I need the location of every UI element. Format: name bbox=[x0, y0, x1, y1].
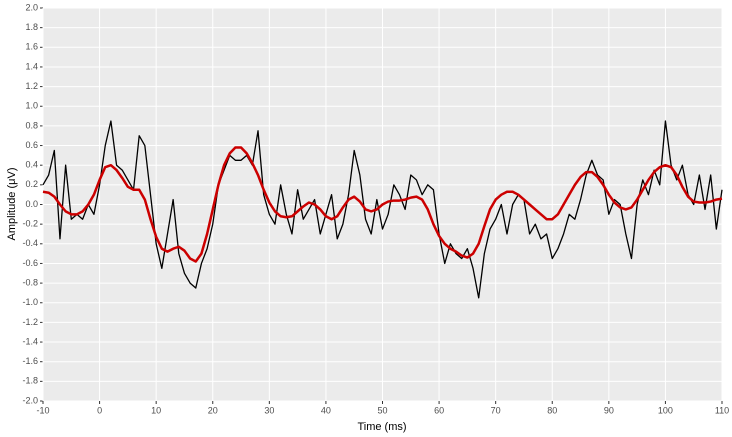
x-tick-label: 80 bbox=[547, 405, 557, 415]
y-tick-label: -0.2 bbox=[22, 219, 38, 229]
x-tick-label: 60 bbox=[434, 405, 444, 415]
y-tick-label: 0.8 bbox=[25, 120, 38, 130]
x-tick-label: 30 bbox=[264, 405, 274, 415]
x-tick-label: 10 bbox=[151, 405, 161, 415]
y-tick-label: -1.0 bbox=[22, 297, 38, 307]
x-tick-label: 40 bbox=[321, 405, 331, 415]
y-tick-label: -0.4 bbox=[22, 238, 38, 248]
y-tick-label: 1.8 bbox=[25, 22, 38, 32]
y-axis-title: Amplitude (μV) bbox=[6, 168, 18, 241]
line bbox=[42, 120, 723, 299]
y-tick-label: 0.6 bbox=[25, 140, 38, 150]
line bbox=[42, 146, 723, 263]
y-tick-label: 1.0 bbox=[25, 101, 38, 111]
x-tick-label: -10 bbox=[36, 405, 49, 415]
y-tick-label: -1.4 bbox=[22, 336, 38, 346]
x-tick-label: 110 bbox=[715, 405, 729, 415]
y-tick-label: 0.0 bbox=[25, 199, 38, 209]
y-tick-label: 0.2 bbox=[25, 179, 38, 189]
y-tick-label: -2.0 bbox=[22, 395, 38, 405]
x-tick-label: 70 bbox=[491, 405, 501, 415]
y-tick-label: 0.4 bbox=[25, 160, 38, 170]
y-tick-label: -1.8 bbox=[22, 376, 38, 386]
x-tick-label: 50 bbox=[377, 405, 387, 415]
y-tick-label: -1.2 bbox=[22, 317, 38, 327]
x-tick-label: 90 bbox=[604, 405, 614, 415]
x-tick-label: 100 bbox=[658, 405, 673, 415]
x-tick-label: 20 bbox=[208, 405, 218, 415]
y-tick-label: 1.6 bbox=[25, 42, 38, 52]
y-tick-label: 2.0 bbox=[25, 2, 38, 12]
y-tick-label: -0.8 bbox=[22, 277, 38, 287]
x-axis-title: Time (ms) bbox=[357, 421, 406, 433]
x-tick-label: 0 bbox=[97, 405, 102, 415]
y-tick-label: 1.2 bbox=[25, 81, 38, 91]
y-tick-label: 1.4 bbox=[25, 61, 38, 71]
y-tick-label: -1.6 bbox=[22, 356, 38, 366]
y-tick-label: -0.6 bbox=[22, 258, 38, 268]
